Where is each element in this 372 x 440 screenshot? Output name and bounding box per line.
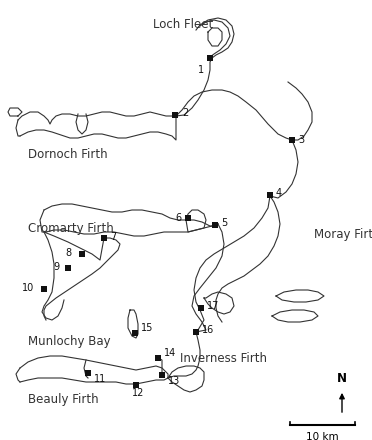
- Point: [85, 370, 91, 377]
- Point: [185, 214, 191, 221]
- Text: 13: 13: [168, 376, 180, 386]
- Point: [159, 371, 165, 378]
- Text: 10: 10: [22, 283, 34, 293]
- Text: Dornoch Firth: Dornoch Firth: [28, 148, 108, 161]
- Point: [172, 111, 178, 118]
- Text: Munlochy Bay: Munlochy Bay: [28, 335, 110, 348]
- Text: 17: 17: [207, 301, 219, 311]
- Text: Cromarty Firth: Cromarty Firth: [28, 222, 114, 235]
- Point: [79, 250, 85, 257]
- Text: 16: 16: [202, 325, 214, 335]
- Text: Beauly Firth: Beauly Firth: [28, 393, 99, 406]
- Point: [41, 286, 47, 293]
- Text: Inverness Firth: Inverness Firth: [180, 352, 267, 365]
- Text: 4: 4: [276, 188, 282, 198]
- Point: [193, 329, 199, 336]
- Point: [289, 136, 295, 143]
- Text: 12: 12: [132, 388, 144, 398]
- Text: 1: 1: [198, 65, 204, 75]
- Point: [132, 330, 138, 337]
- Point: [267, 191, 273, 198]
- Text: 3: 3: [298, 135, 304, 145]
- Point: [155, 355, 161, 362]
- Point: [133, 381, 139, 389]
- Text: Loch Fleet: Loch Fleet: [153, 18, 213, 31]
- Text: 8: 8: [65, 248, 71, 258]
- Text: 5: 5: [221, 218, 227, 228]
- Text: 7: 7: [110, 232, 116, 242]
- Text: N: N: [337, 372, 347, 385]
- Text: 15: 15: [141, 323, 153, 333]
- Text: Moray Firth: Moray Firth: [314, 228, 372, 241]
- Point: [207, 55, 213, 62]
- Text: 2: 2: [182, 108, 188, 118]
- Text: 11: 11: [94, 374, 106, 384]
- Point: [198, 304, 204, 312]
- Text: 14: 14: [164, 348, 176, 358]
- Point: [101, 235, 107, 242]
- Point: [212, 221, 218, 228]
- Text: 10 km: 10 km: [306, 432, 338, 440]
- Point: [65, 264, 71, 271]
- Text: 6: 6: [175, 213, 181, 223]
- Text: 9: 9: [53, 262, 59, 272]
